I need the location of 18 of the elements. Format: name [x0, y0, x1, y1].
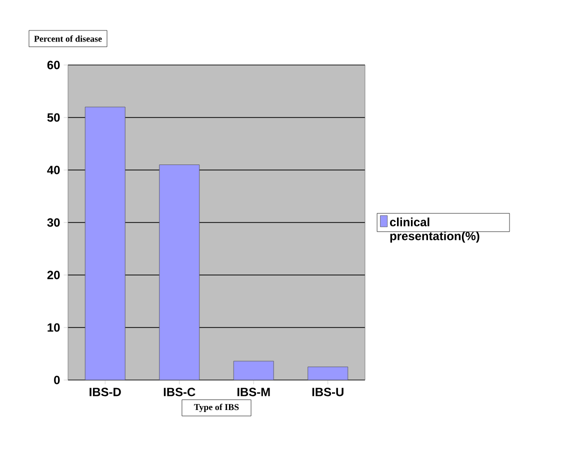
bar: [84, 106, 126, 380]
y-tick-label: 50: [47, 113, 60, 122]
legend-label: clinical presentation(%): [390, 218, 480, 243]
x-tick-label: IBS-C: [164, 388, 196, 396]
y-tick-label: 40: [47, 166, 60, 174]
x-tick-label: IBS-M: [237, 388, 270, 396]
y-tick-label: 20: [47, 270, 60, 280]
y-tick-label: 10: [48, 323, 60, 332]
y-tick-label: 0: [54, 376, 60, 384]
x-tick-label: IBS-U: [312, 388, 344, 396]
bar: [308, 366, 348, 380]
y-tick-label: 30: [47, 218, 60, 227]
x-tick-label: IBS-D: [90, 388, 121, 396]
y-tick-label: 60: [47, 60, 60, 70]
y-axis-title: Percent of disease: [34, 35, 102, 42]
x-axis-title: Type of IBS: [194, 404, 239, 412]
bar: [233, 360, 274, 380]
bar: [159, 164, 200, 380]
